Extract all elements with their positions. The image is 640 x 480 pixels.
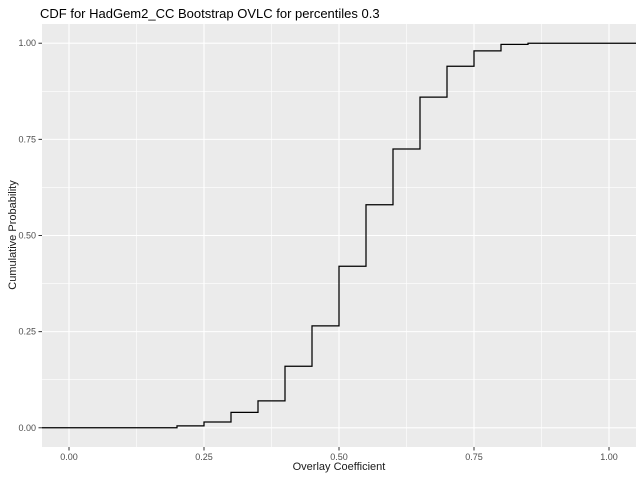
x-tick-label: 0.50 <box>330 452 348 462</box>
y-tick-label: 1.00 <box>18 38 36 48</box>
x-axis-title: Overlay Coefficient <box>292 461 386 473</box>
y-tick-label: 0.50 <box>18 231 36 241</box>
y-axis-title: Cumulative Probability <box>7 180 19 290</box>
y-tick-label: 0.75 <box>18 134 36 144</box>
y-tick-label: 0.00 <box>18 423 36 433</box>
x-tick-label: 1.00 <box>600 452 618 462</box>
plot-title: CDF for HadGem2_CC Bootstrap OVLC for pe… <box>40 6 380 21</box>
y-tick-label: 0.25 <box>18 327 36 337</box>
x-tick-label: 0.75 <box>465 452 483 462</box>
x-tick-label: 0.00 <box>60 452 78 462</box>
x-tick-label: 0.25 <box>195 452 213 462</box>
cdf-step-line <box>42 42 636 429</box>
